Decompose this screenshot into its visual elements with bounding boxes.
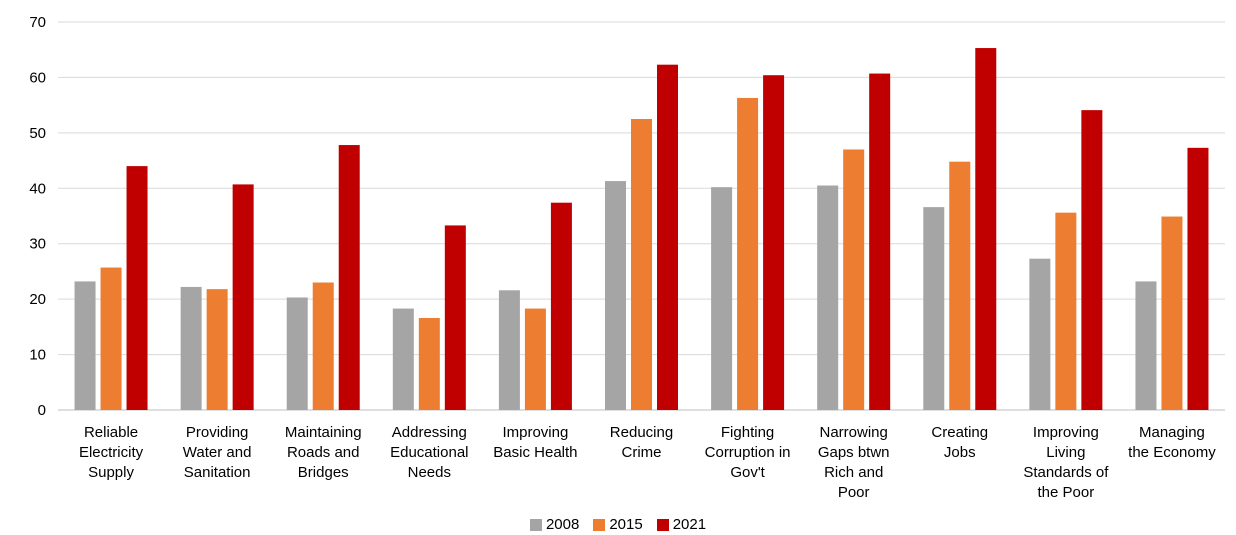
x-category-label-line: Roads and bbox=[287, 444, 360, 461]
x-category-label-line: Living bbox=[1046, 444, 1085, 461]
bar-2008 bbox=[498, 290, 520, 410]
x-category-label-line: Narrowing bbox=[820, 424, 888, 441]
bar-2021 bbox=[1187, 147, 1209, 410]
x-category-label-line: Reducing bbox=[610, 424, 673, 441]
x-category-label-line: Electricity bbox=[79, 444, 144, 461]
bar-2008 bbox=[392, 308, 414, 410]
legend: 2008 2015 2021 bbox=[0, 516, 1236, 533]
legend-swatch bbox=[656, 518, 669, 531]
bar-2021 bbox=[763, 75, 785, 410]
bar-2008 bbox=[1135, 281, 1157, 410]
x-category-label: Improving Basic Health bbox=[493, 424, 577, 461]
x-category-label: Fighting Corruption in Gov't bbox=[705, 424, 791, 481]
bar-2015 bbox=[524, 308, 546, 410]
y-tick-label: 60 bbox=[29, 69, 46, 86]
legend-label: 2008 bbox=[545, 516, 580, 533]
bar-2021 bbox=[1081, 110, 1103, 410]
x-category-label-line: Fighting bbox=[721, 424, 774, 441]
x-category-label-line: Rich and bbox=[824, 464, 883, 481]
x-category-label-line: the Poor bbox=[1038, 484, 1095, 501]
legend-swatch bbox=[593, 518, 606, 531]
x-category-label-line: Basic Health bbox=[493, 444, 577, 461]
bar-2015 bbox=[737, 97, 759, 411]
bar-2008 bbox=[605, 181, 626, 410]
x-category-label-line: Sanitation bbox=[184, 464, 251, 481]
x-category-label-line: Improving bbox=[502, 424, 568, 441]
bar-2015 bbox=[843, 149, 865, 410]
bar-chart: 0 10 20 30 40 50 60 70 Reliable Electricity Suppl… bbox=[29, 14, 1225, 501]
bar-2008 bbox=[1029, 258, 1051, 410]
bar-2021 bbox=[975, 48, 997, 411]
bar-2008 bbox=[711, 187, 733, 410]
x-category-label-line: Reliable bbox=[84, 424, 138, 441]
bar-2008 bbox=[286, 297, 308, 410]
y-tick-label: 0 bbox=[38, 402, 46, 419]
x-category-label: Maintaining Roads and Bridges bbox=[285, 424, 362, 481]
x-category-label-line: Providing bbox=[186, 424, 249, 441]
bar-2015 bbox=[206, 289, 228, 410]
x-category-label-line: Corruption in bbox=[705, 444, 791, 461]
y-tick-label: 40 bbox=[29, 180, 46, 197]
x-category-label-line: the Economy bbox=[1128, 444, 1216, 461]
bar-2015 bbox=[1161, 216, 1183, 410]
x-category-label: Addressing Educational Needs bbox=[390, 424, 468, 481]
y-tick-label: 10 bbox=[29, 347, 46, 364]
bar-2021 bbox=[338, 145, 360, 410]
x-axis-category-labels: Reliable Electricity Supply Providing Water … bbox=[79, 424, 1216, 501]
y-tick-label: 30 bbox=[29, 236, 46, 253]
x-category-label-line: Standards of bbox=[1023, 464, 1109, 481]
x-category-label-line: Gov't bbox=[730, 464, 765, 481]
legend-item-2008: 2008 bbox=[529, 516, 580, 533]
x-category-label-line: Managing bbox=[1139, 424, 1205, 441]
bar-2021 bbox=[550, 202, 572, 410]
x-category-label-line: Educational bbox=[390, 444, 468, 461]
y-tick-label: 20 bbox=[29, 291, 46, 308]
bar-2021 bbox=[126, 166, 148, 410]
bar-2008 bbox=[923, 207, 945, 410]
x-category-label: Reducing Crime bbox=[610, 424, 673, 461]
bar-2021 bbox=[657, 64, 678, 411]
bars bbox=[74, 48, 1209, 411]
y-axis-ticks: 0 10 20 30 40 50 60 70 bbox=[29, 14, 46, 419]
x-category-label-line: Poor bbox=[838, 484, 870, 501]
x-category-label-line: Jobs bbox=[944, 444, 976, 461]
y-tick-label: 70 bbox=[29, 14, 46, 31]
bar-2015 bbox=[1055, 212, 1077, 410]
legend-item-2015: 2015 bbox=[593, 516, 643, 533]
y-tick-label: 50 bbox=[29, 125, 46, 142]
bar-2015 bbox=[949, 161, 971, 410]
legend-item-2021: 2021 bbox=[656, 516, 707, 533]
bar-2015 bbox=[312, 282, 334, 410]
bar-2015 bbox=[100, 267, 122, 410]
x-category-label: Narrowing Gaps btwn Rich and Poor bbox=[818, 424, 890, 501]
x-category-label-line: Crime bbox=[622, 444, 662, 461]
x-category-label-line: Bridges bbox=[298, 464, 349, 481]
x-category-label: Reliable Electricity Supply bbox=[79, 424, 144, 481]
x-category-label: Improving Living Standards of the Poor bbox=[1023, 424, 1109, 501]
x-category-label-line: Creating bbox=[931, 424, 988, 441]
legend-label: 2021 bbox=[672, 516, 707, 533]
x-category-label-line: Needs bbox=[408, 464, 451, 481]
x-category-label-line: Addressing bbox=[392, 424, 467, 441]
x-category-label-line: Water and bbox=[183, 444, 252, 461]
bar-2008 bbox=[180, 286, 202, 410]
x-category-label-line: Supply bbox=[88, 464, 134, 481]
legend-swatch bbox=[529, 518, 542, 531]
x-category-label: Managing the Economy bbox=[1128, 424, 1216, 461]
bar-2015 bbox=[418, 317, 440, 410]
bar-2008 bbox=[817, 185, 839, 410]
bar-2021 bbox=[232, 184, 254, 410]
x-category-label-line: Gaps btwn bbox=[818, 444, 890, 461]
x-category-label: Providing Water and Sanitation bbox=[183, 424, 252, 481]
x-category-label: Creating Jobs bbox=[931, 424, 988, 461]
x-category-label-line: Improving bbox=[1033, 424, 1099, 441]
bar-2021 bbox=[869, 73, 891, 410]
legend-label: 2015 bbox=[609, 516, 643, 533]
bar-2021 bbox=[444, 225, 466, 410]
x-category-label-line: Maintaining bbox=[285, 424, 362, 441]
bar-2008 bbox=[74, 281, 96, 410]
bar-2015 bbox=[631, 119, 652, 410]
